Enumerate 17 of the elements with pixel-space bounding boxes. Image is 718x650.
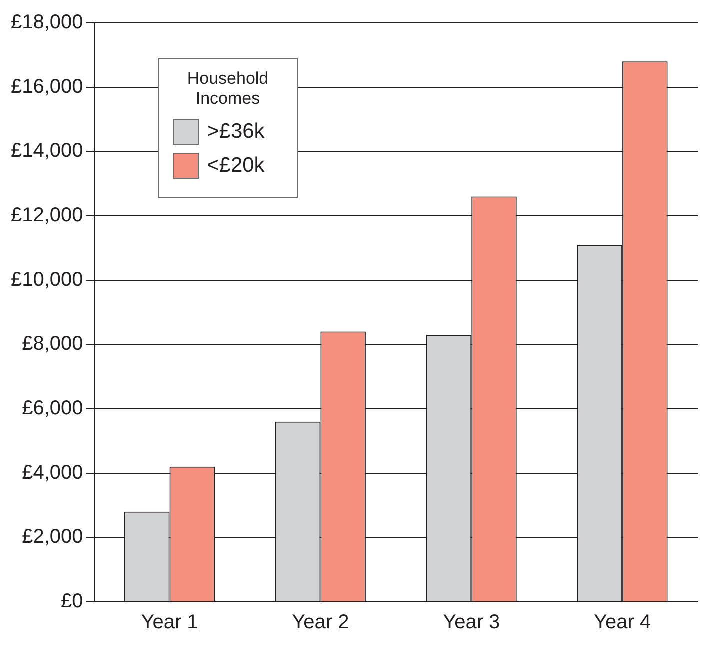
y-tick-label: £0 [61, 590, 84, 613]
legend-title: Household Incomes [186, 69, 270, 109]
x-tick-label: Year 3 [443, 612, 500, 634]
x-tick-label: Year 1 [141, 612, 198, 634]
y-tick-label: £18,000 [11, 12, 84, 34]
y-tick-label: £14,000 [11, 140, 84, 162]
x-tick-label: Year 2 [292, 612, 350, 634]
y-tick-label: £16,000 [11, 76, 84, 98]
y-tick-label: £6,000 [22, 398, 84, 420]
x-tick-label: Year 4 [594, 612, 652, 634]
y-tick-label: £12,000 [11, 204, 84, 227]
legend-label: <£20k [207, 154, 265, 178]
y-tick-label: £2,000 [22, 526, 84, 548]
y-tick-label: £4,000 [22, 462, 84, 484]
y-tick-label: £8,000 [22, 333, 84, 356]
legend-label: >£36k [207, 120, 265, 144]
y-tick-label: £10,000 [11, 268, 84, 291]
